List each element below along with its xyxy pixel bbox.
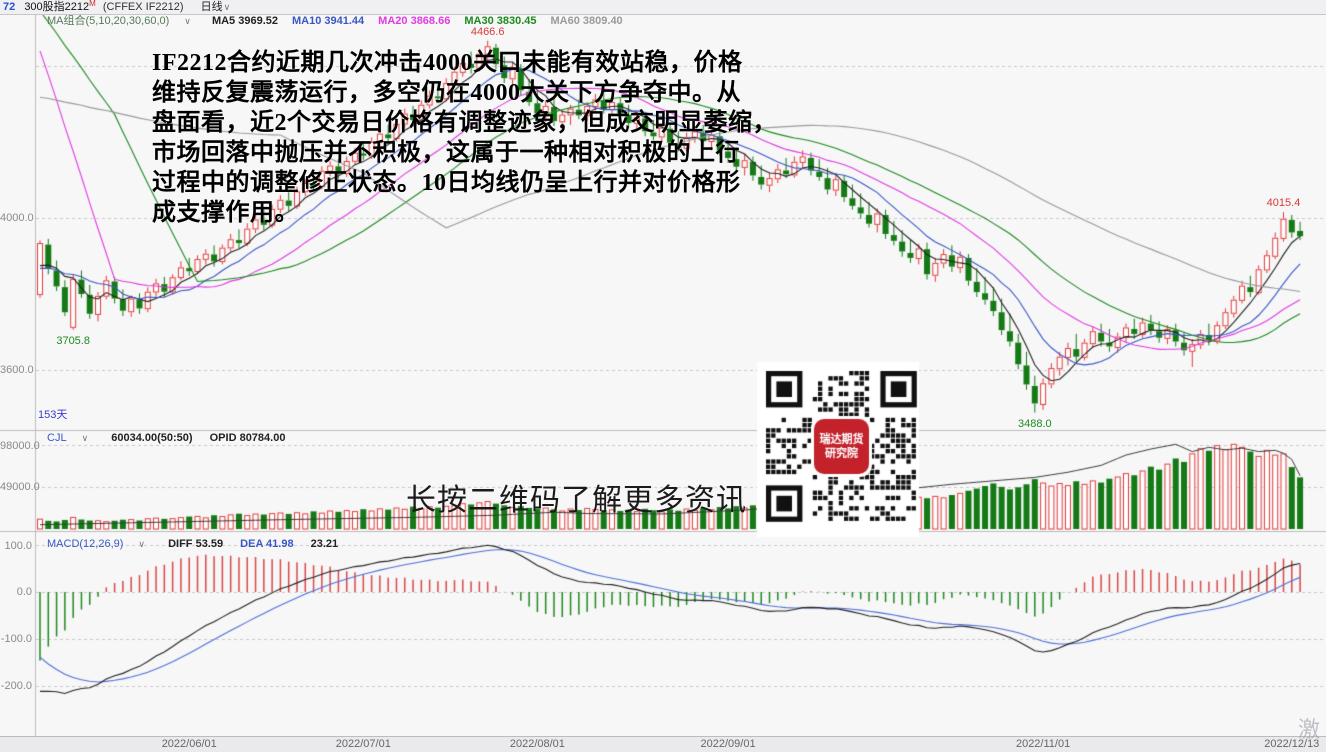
macd-bar-value: 23.21 (310, 538, 339, 550)
x-axis-date-label: 2022/12/13 (1264, 738, 1320, 750)
macd-dea-value: DEA 41.98 (240, 538, 294, 550)
x-axis-date-label: 2022/08/01 (509, 738, 565, 750)
volume-header: CJL ∨ 60034.00(50:50) OPID 80784.00 (47, 432, 299, 445)
x-axis-date-label: 2022/11/01 (1015, 738, 1071, 750)
ma-value-ma20: MA20 3868.66 (378, 15, 451, 27)
y-axis-tick-label: -100.0 (0, 633, 32, 645)
watermark-text: 激 (1298, 717, 1321, 742)
window-number: 72 (3, 1, 16, 13)
price-extreme-label: 3488.0 (1017, 417, 1052, 430)
volume-indicator-dropdown[interactable]: CJL ∨ (47, 432, 89, 444)
volume-value: 60034.00(50:50) (111, 432, 193, 444)
x-axis-date-bar: 2022/06/01 2022/07/01 2022/08/01 2022/09/01… (0, 736, 1326, 752)
title-bar: 72 300股指2212M (CFFEX IF2212) 日线∨ (0, 0, 1326, 15)
commentary-line: 市场回落中抛压并不积极，这属于一种相对积极的上行 (152, 140, 740, 166)
symbol-name: 300股指2212 (24, 1, 90, 13)
y-axis-tick-label: 4000.0 (0, 212, 34, 224)
chevron-down-icon: ∨ (81, 433, 89, 443)
y-axis-tick-label: 0.0 (16, 586, 32, 598)
ma-value-ma10: MA10 3941.44 (292, 15, 365, 27)
ma-values: MA5 3969.52 MA10 3941.44 MA20 3868.66 MA30 … (212, 15, 637, 27)
macd-indicator-dropdown[interactable]: MACD(12,26,9) ∨ (47, 538, 146, 550)
qr-caption: 长按二维码了解更多资讯 (406, 484, 747, 517)
commentary-line: IF2212合约近期几次冲击4000关口未能有效站稳，价格 (152, 50, 743, 76)
price-extreme-label: 3705.8 (56, 334, 90, 347)
macd-diff-value: DIFF 53.59 (168, 538, 224, 550)
period-selector[interactable]: 日线∨ (200, 1, 231, 13)
x-axis-date-label: 2022/07/01 (335, 738, 391, 750)
y-axis-tick-label: 49000.0 (0, 481, 40, 493)
commentary-line: 维持反复震荡运行，多空仍在4000大关下方争夺中。从 (152, 80, 741, 106)
symbol-main-flag: M (89, 0, 96, 8)
ma-value-ma30: MA30 3830.45 (464, 15, 537, 27)
y-axis-tick-label: 100.0 (4, 540, 32, 552)
y-axis-tick-label: -200.0 (0, 680, 32, 692)
symbol-code: (CFFEX IF2212) (102, 1, 184, 13)
price-extreme-label: 4015.4 (1266, 197, 1301, 210)
ma-value-ma5: MA5 3969.52 (211, 15, 278, 27)
y-axis-tick-label: 98000.0 (0, 440, 40, 452)
y-axis-tick-label: 3600.0 (0, 364, 34, 376)
days-count-label: 153天 (38, 409, 68, 421)
ma-indicator-dropdown[interactable]: MA组合(5,10,20,30,60,0) ∨ (47, 15, 191, 27)
macd-header: MACD(12,26,9) ∨ DIFF 53.59 DEA 41.98 23.2… (47, 538, 352, 551)
chevron-down-icon: ∨ (223, 2, 231, 12)
chevron-down-icon: ∨ (184, 16, 191, 26)
x-axis-date-label: 2022/06/01 (161, 738, 217, 750)
commentary-line: 过程中的调整修正状态。10日均线仍呈上行并对价格形 (152, 170, 741, 196)
commentary-line: 成支撑作用。 (152, 200, 299, 226)
analysis-commentary: IF2212合约近期几次冲击4000关口未能有效站稳，价格 维持反复震荡运行，多空… (152, 48, 777, 228)
price-extreme-label: 4466.6 (470, 25, 505, 38)
open-interest-value: OPID 80784.00 (209, 432, 286, 444)
chevron-down-icon: ∨ (138, 539, 146, 549)
x-axis-date-label: 2022/09/01 (700, 738, 756, 750)
ma-value-ma60: MA60 3809.40 (550, 15, 623, 27)
commentary-line: 盘面看，近2个交易日价格有调整迹象，但成交明显萎缩， (152, 110, 777, 136)
ma-header: MA组合(5,10,20,30,60,0) ∨ MA5 3969.52 MA10 3… (47, 15, 651, 28)
